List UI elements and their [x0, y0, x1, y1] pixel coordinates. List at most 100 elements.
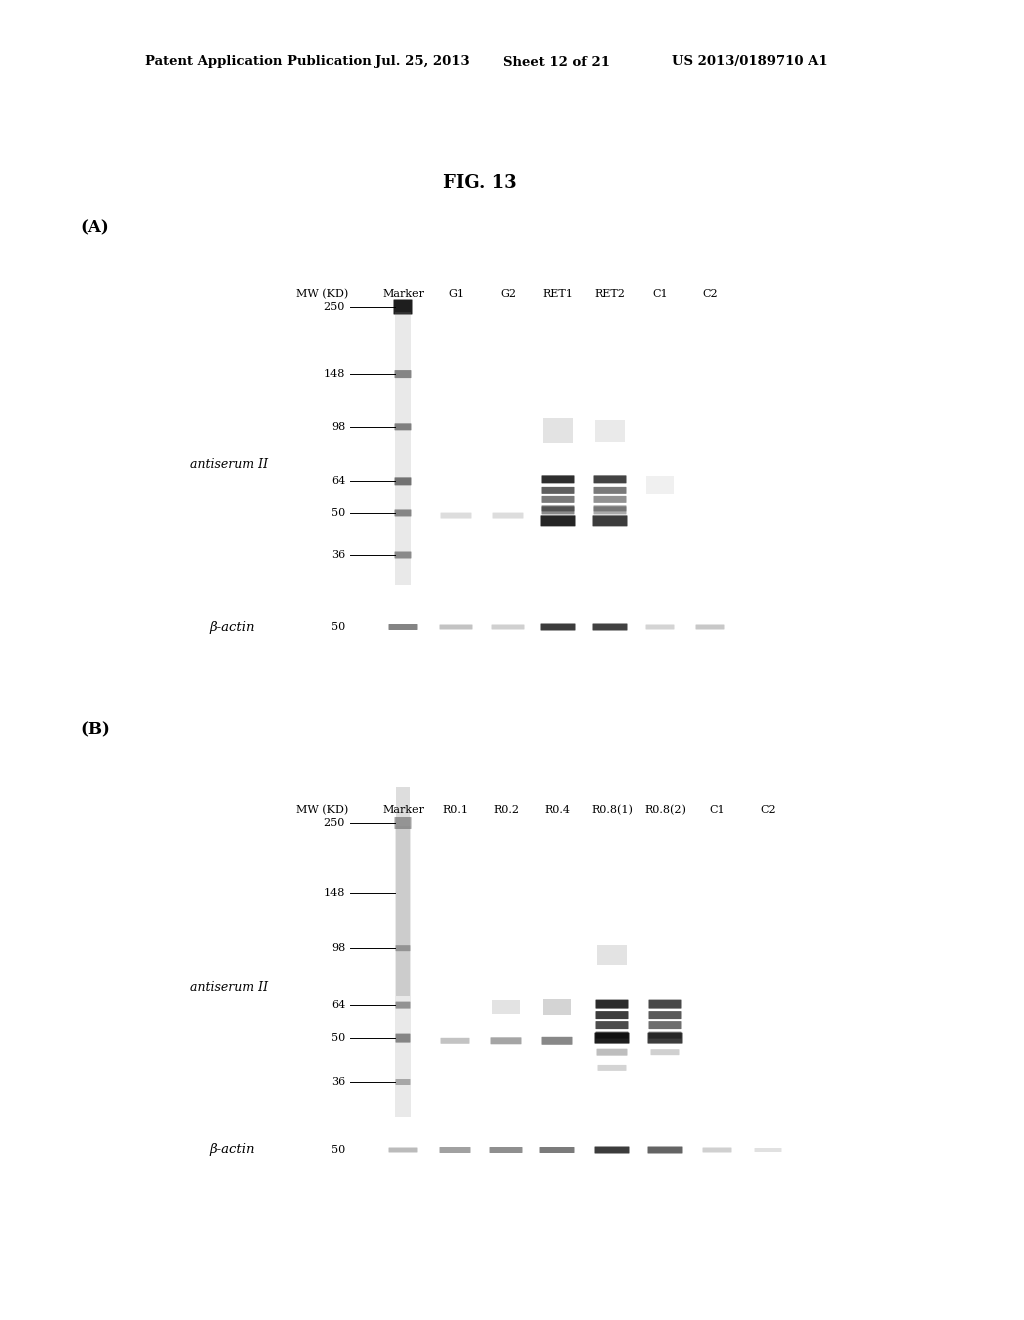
FancyBboxPatch shape: [542, 487, 574, 494]
Text: β-actin: β-actin: [210, 620, 255, 634]
FancyBboxPatch shape: [593, 623, 628, 631]
FancyBboxPatch shape: [647, 1147, 683, 1154]
Text: 250: 250: [324, 302, 345, 312]
Text: 50: 50: [331, 508, 345, 517]
Text: 50: 50: [331, 1034, 345, 1043]
FancyBboxPatch shape: [490, 1038, 521, 1044]
Text: antiserum II: antiserum II: [189, 458, 268, 471]
FancyBboxPatch shape: [440, 1038, 469, 1044]
Text: Marker: Marker: [382, 805, 424, 814]
FancyBboxPatch shape: [648, 1022, 682, 1030]
Text: 250: 250: [324, 818, 345, 828]
Text: MW (KD): MW (KD): [296, 805, 348, 816]
Text: C2: C2: [760, 805, 776, 814]
FancyBboxPatch shape: [594, 507, 627, 515]
Text: R0.2: R0.2: [493, 805, 519, 814]
Text: 36: 36: [331, 550, 345, 560]
Text: RET2: RET2: [595, 289, 626, 300]
Bar: [543, 418, 573, 444]
Text: R0.8(2): R0.8(2): [644, 805, 686, 816]
Text: (B): (B): [80, 722, 110, 738]
FancyBboxPatch shape: [394, 370, 412, 378]
FancyBboxPatch shape: [393, 300, 413, 314]
Text: G1: G1: [449, 289, 464, 300]
FancyBboxPatch shape: [394, 552, 412, 558]
FancyBboxPatch shape: [395, 1002, 411, 1008]
Text: 64: 64: [331, 1001, 345, 1010]
Bar: [543, 999, 571, 1015]
FancyBboxPatch shape: [542, 475, 574, 483]
FancyBboxPatch shape: [596, 1022, 629, 1030]
Bar: [492, 1001, 520, 1014]
FancyBboxPatch shape: [596, 1011, 629, 1019]
FancyBboxPatch shape: [542, 496, 574, 503]
FancyBboxPatch shape: [439, 624, 472, 630]
Text: 148: 148: [324, 370, 345, 379]
Bar: [395, 826, 411, 1117]
FancyBboxPatch shape: [541, 515, 575, 527]
Text: β-actin: β-actin: [210, 1143, 255, 1156]
Bar: [646, 477, 674, 495]
FancyBboxPatch shape: [394, 424, 412, 430]
Text: Marker: Marker: [382, 289, 424, 300]
FancyBboxPatch shape: [492, 624, 524, 630]
FancyBboxPatch shape: [395, 1034, 411, 1043]
Bar: [595, 420, 625, 442]
FancyBboxPatch shape: [394, 510, 412, 516]
FancyBboxPatch shape: [440, 512, 471, 519]
FancyBboxPatch shape: [594, 475, 627, 483]
FancyBboxPatch shape: [645, 624, 675, 630]
FancyBboxPatch shape: [597, 1048, 628, 1056]
Bar: [597, 945, 627, 965]
FancyBboxPatch shape: [540, 1147, 574, 1152]
FancyBboxPatch shape: [695, 624, 725, 630]
FancyBboxPatch shape: [394, 817, 412, 829]
FancyBboxPatch shape: [648, 999, 682, 1008]
Text: 148: 148: [324, 888, 345, 898]
Text: 36: 36: [331, 1077, 345, 1086]
Text: R0.4: R0.4: [544, 805, 570, 814]
FancyBboxPatch shape: [648, 1011, 682, 1019]
FancyBboxPatch shape: [542, 507, 574, 515]
Text: 98: 98: [331, 944, 345, 953]
FancyBboxPatch shape: [648, 1032, 682, 1039]
Text: 50: 50: [331, 1144, 345, 1155]
Text: 98: 98: [331, 422, 345, 432]
FancyBboxPatch shape: [702, 1147, 731, 1152]
Text: C1: C1: [652, 289, 668, 300]
FancyBboxPatch shape: [439, 1147, 470, 1152]
FancyBboxPatch shape: [594, 506, 627, 511]
FancyBboxPatch shape: [395, 1078, 411, 1085]
FancyBboxPatch shape: [388, 1147, 418, 1152]
FancyBboxPatch shape: [594, 487, 627, 494]
Text: G2: G2: [500, 289, 516, 300]
FancyBboxPatch shape: [596, 999, 629, 1008]
Text: MW (KD): MW (KD): [296, 289, 348, 300]
Bar: [395, 312, 411, 585]
FancyBboxPatch shape: [596, 1032, 629, 1039]
FancyBboxPatch shape: [542, 506, 574, 511]
FancyBboxPatch shape: [593, 515, 628, 527]
FancyBboxPatch shape: [755, 1148, 781, 1152]
Text: US 2013/0189710 A1: US 2013/0189710 A1: [672, 55, 827, 69]
Text: antiserum II: antiserum II: [189, 981, 268, 994]
Text: R0.1: R0.1: [442, 805, 468, 814]
Text: C1: C1: [710, 805, 725, 814]
FancyBboxPatch shape: [595, 1147, 630, 1154]
FancyBboxPatch shape: [394, 478, 412, 486]
Text: 64: 64: [331, 477, 345, 486]
Text: RET1: RET1: [543, 289, 573, 300]
Text: Patent Application Publication: Patent Application Publication: [145, 55, 372, 69]
FancyBboxPatch shape: [395, 945, 411, 952]
FancyBboxPatch shape: [647, 1032, 683, 1044]
Text: C2: C2: [702, 289, 718, 300]
FancyBboxPatch shape: [594, 496, 627, 503]
FancyBboxPatch shape: [597, 1065, 627, 1071]
FancyBboxPatch shape: [388, 624, 418, 630]
FancyBboxPatch shape: [650, 1049, 680, 1055]
Text: R0.8(1): R0.8(1): [591, 805, 633, 816]
Text: (A): (A): [80, 219, 109, 236]
Bar: [396, 787, 410, 995]
Text: Sheet 12 of 21: Sheet 12 of 21: [503, 55, 610, 69]
Text: FIG. 13: FIG. 13: [443, 174, 517, 191]
